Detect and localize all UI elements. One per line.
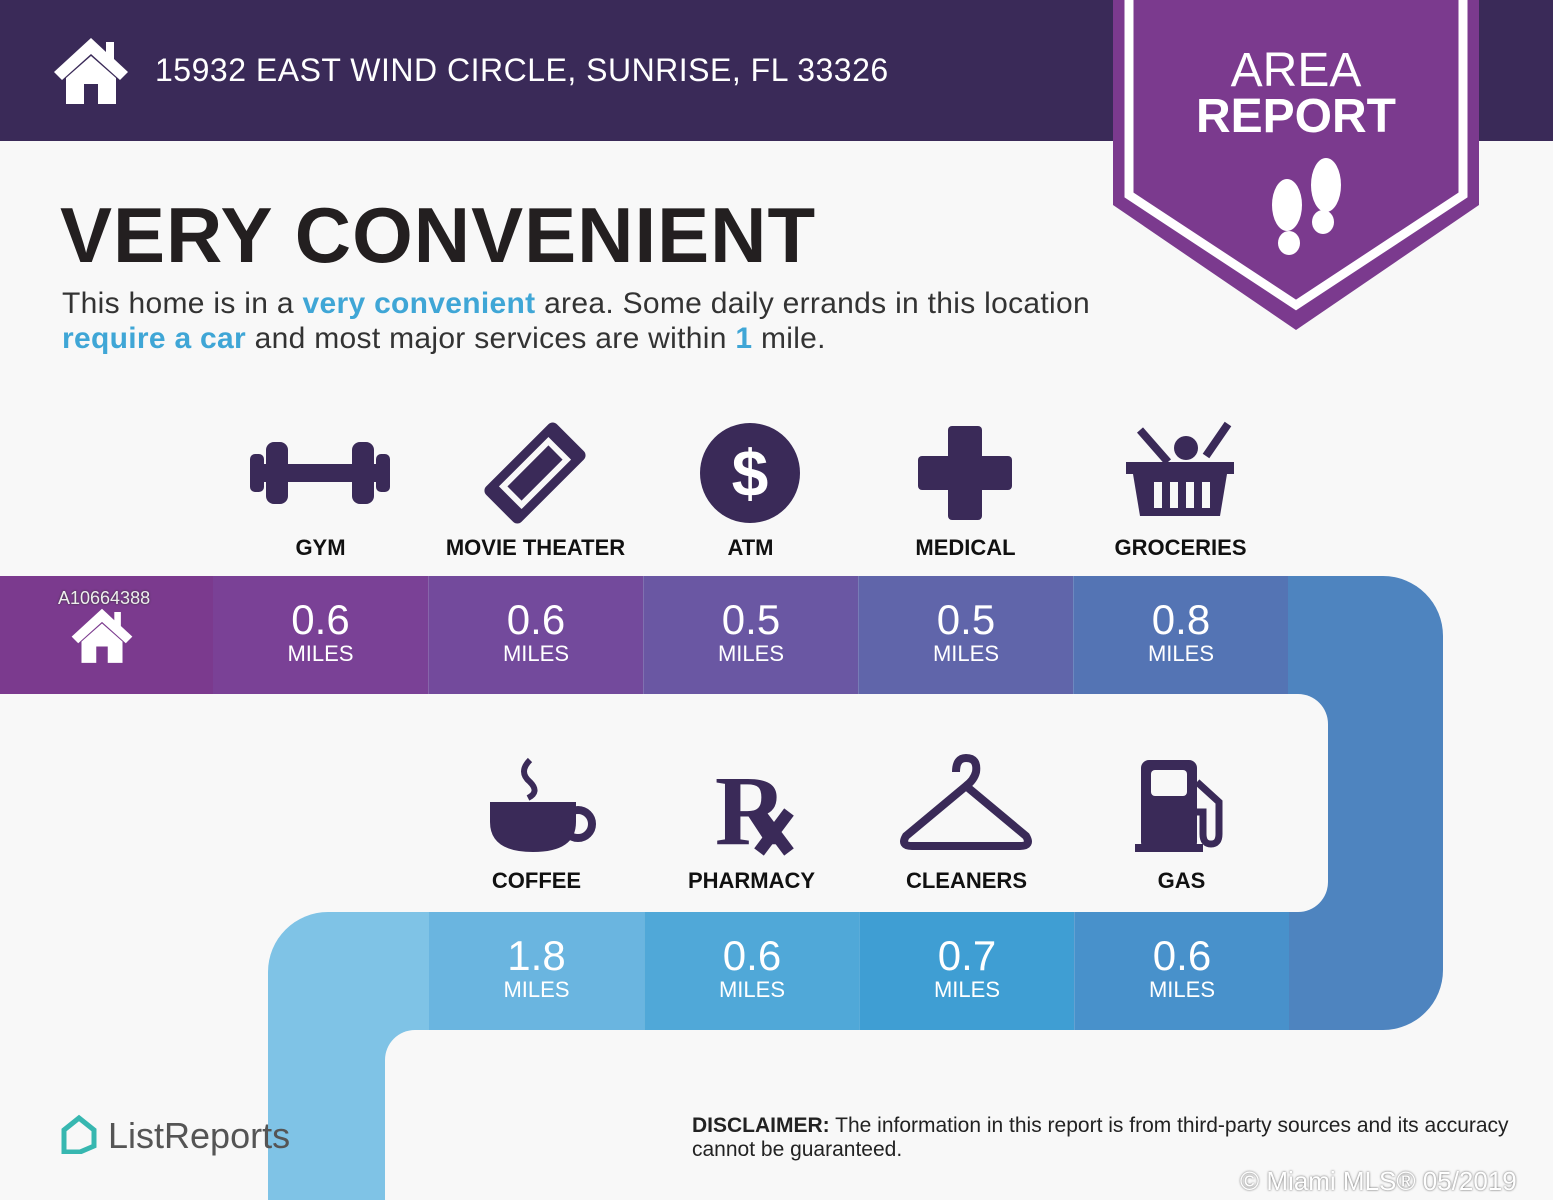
coffee-icon [490, 757, 596, 852]
distance-unit: MILES [287, 641, 354, 666]
distance-value: 0.7 [937, 932, 997, 979]
distance-unit: MILES [932, 641, 1000, 666]
distance-segment: 0.6 MILES [1074, 912, 1289, 1030]
distance-unit: MILES [1147, 641, 1215, 666]
distance-segment: 0.6 MILES [213, 576, 428, 694]
distance-segment: 0.5 MILES [643, 576, 858, 694]
listreports-logo: ListReports [60, 1114, 290, 1157]
badge-line2: REPORT [1195, 90, 1396, 143]
distance-segment: 0.5 MILES [858, 576, 1073, 694]
amenity-label: GAS [1157, 868, 1206, 893]
amenity-label: PHARMACY [687, 868, 816, 893]
amenity-label: ATM [727, 535, 774, 560]
distance-value: 0.5 [721, 596, 781, 643]
mls-watermark: © Miami MLS® 05/2019 [1240, 1166, 1517, 1196]
medical-cross-icon [918, 426, 1012, 520]
amenity-label: GYM [295, 535, 346, 560]
hanger-icon [900, 753, 1032, 850]
amenity-label: MOVIE THEATER [445, 535, 626, 560]
basket-icon [1126, 421, 1234, 516]
amenity-label: MEDICAL [915, 535, 1016, 560]
dumbbell-icon [250, 442, 390, 504]
area-report-badge [1113, 0, 1479, 330]
listreports-logo-icon [61, 1114, 97, 1155]
page-title: VERY CONVENIENT [60, 191, 817, 279]
distance-unit: MILES [503, 977, 570, 1002]
distance-unit: MILES [1148, 977, 1216, 1002]
ticket-icon [484, 422, 586, 524]
distance-segment: 0.6 MILES [644, 912, 859, 1030]
amenity-label: COFFEE [491, 868, 582, 893]
description: This home is in a very convenient area. … [62, 287, 1090, 355]
distance-segment: 0.6 MILES [428, 576, 643, 694]
rx-icon: R [715, 755, 794, 862]
distance-value: 0.6 [1152, 932, 1212, 979]
property-address: 15932 EAST WIND CIRCLE, SUNRISE, FL 3332… [155, 52, 889, 88]
distance-unit: MILES [717, 641, 785, 666]
distance-value: 0.8 [1151, 596, 1211, 643]
amenity-label: GROCERIES [1114, 535, 1247, 560]
listing-id-watermark: A10664388 [58, 588, 151, 608]
dollar-icon: $ [700, 423, 800, 523]
distance-value: 0.6 [291, 596, 350, 643]
disclaimer: DISCLAIMER: The information in this repo… [692, 1114, 1509, 1161]
gas-pump-icon [1135, 760, 1223, 852]
distance-unit: MILES [718, 977, 786, 1002]
badge-line1: AREA [1230, 44, 1362, 97]
distance-value: 0.5 [936, 596, 996, 643]
distance-unit: MILES [502, 641, 570, 666]
distance-unit: MILES [933, 977, 1001, 1002]
distance-value: 1.8 [507, 932, 566, 979]
amenity-label: CLEANERS [905, 868, 1027, 893]
footprints-icon [1272, 158, 1341, 255]
home-icon [54, 38, 128, 104]
distance-segment: 0.7 MILES [859, 912, 1074, 1030]
distance-segment: 1.8 MILES [429, 912, 644, 1030]
distance-value: 0.6 [506, 596, 566, 643]
svg-text:$: $ [732, 436, 769, 510]
distance-segment: 0.8 MILES [1073, 576, 1288, 694]
distance-value: 0.6 [722, 932, 782, 979]
home-icon [71, 608, 133, 663]
